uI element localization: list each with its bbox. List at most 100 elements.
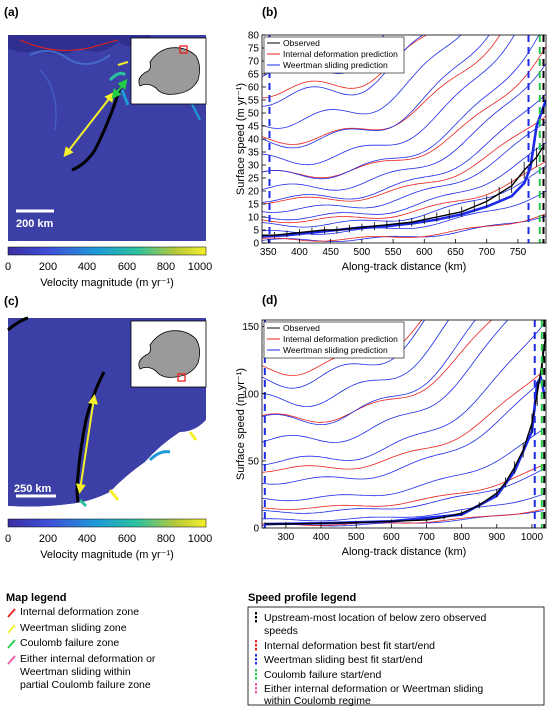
x-tick-label: 350: [260, 247, 277, 258]
colorbar-tick-a: 400: [78, 261, 96, 273]
weertman-zone-arrow-a: [63, 91, 115, 158]
profile-legend-item: Weertman sliding best fit start/end: [264, 654, 423, 666]
colorbar-tick-c: 0: [5, 533, 11, 545]
x-tick-label: 450: [322, 247, 339, 258]
plot-area-d: 300 400 500 600 700 800 900 1000 0 50 100 150 Along-…: [235, 319, 547, 558]
y-tick-label: 55: [248, 96, 260, 107]
weertman-prediction-line: [262, 215, 546, 243]
coulomb-zone-arrow-a: [111, 78, 128, 100]
weertman-prediction-line: [262, 35, 515, 166]
profile-legend-item: Coulomb failure start/end: [264, 669, 381, 681]
legend-entry: Observed: [283, 38, 320, 48]
x-tick-label: 750: [510, 247, 527, 258]
weertman-prediction-line: [262, 379, 544, 485]
colorbar-tick-c: 1000: [188, 533, 212, 545]
legend-entry: Weertman sliding prediction: [283, 60, 388, 70]
y-tick-label: 15: [248, 200, 260, 211]
x-tick-label: 500: [354, 247, 371, 258]
y-tick-label: 45: [248, 122, 260, 133]
y-axis-label: Surface speed (m yr⁻¹): [235, 368, 247, 480]
colorbar-tick-c: 400: [78, 533, 96, 545]
colorbar-tick-a: 0: [5, 261, 11, 273]
plot-clip-group: [262, 0, 546, 243]
scale-bar-label-a: 200 km: [16, 218, 54, 230]
inset-location-box-a: [179, 45, 188, 54]
weertman-prediction-line: [262, 323, 544, 466]
panel-d: (d) 300 400 500 600 700 800 900 1000 0 50 100 150 Al…: [235, 293, 547, 558]
flowline-c-upper: [7, 316, 29, 332]
map-legend-arrow-icon: [7, 624, 16, 634]
x-axis-label: Along-track distance (km): [342, 546, 467, 558]
map-legend-arrow-icon: [7, 608, 16, 618]
plot-clip-group: [262, 320, 546, 528]
x-tick-label: 700: [418, 532, 435, 543]
y-axis-label: Surface speed (m yr⁻¹): [235, 83, 247, 195]
internal-prediction-line: [262, 0, 546, 34]
internal-prediction-line: [262, 46, 546, 179]
weertman-prediction-line: [262, 493, 544, 522]
observed-line: [264, 333, 546, 525]
legend-box: [263, 321, 405, 359]
colorbar-label-c: Velocity magnitude (m yr⁻¹): [40, 549, 174, 561]
profile-legend-item: within Coulomb regime: [263, 695, 371, 707]
weertman-prediction-line: [262, 121, 546, 213]
map-legend-item: partial Coulomb failure zone: [20, 679, 151, 691]
y-tick-label: 75: [248, 44, 260, 55]
profile-legend-item: speeds: [264, 625, 298, 637]
panel-a: (a) 200 km 0 200 400 600 800 1000 Veloci…: [4, 5, 212, 289]
colorbar-tick-a: 800: [157, 261, 175, 273]
y-tick-label: 40: [248, 135, 260, 146]
weertman-prediction-line: [262, 63, 546, 191]
profile-legend-item: Either internal deformation or Weertman …: [264, 683, 483, 695]
profile-legend-item: Internal deformation best fit start/end: [264, 640, 435, 652]
profile-legend-item: Upstream-most location of below zero obs…: [264, 612, 487, 624]
x-tick-label: 600: [416, 247, 433, 258]
inset-location-box-c: [177, 373, 186, 382]
weertman-prediction-line: [262, 35, 540, 180]
colorbar-tick-a: 200: [39, 261, 57, 273]
weertman-prediction-line: [262, 428, 544, 502]
y-tick-label: 0: [253, 524, 259, 535]
x-tick-label: 900: [488, 532, 505, 543]
panel-label-b: (b): [262, 5, 277, 19]
x-tick-label: 800: [453, 532, 470, 543]
internal-prediction-line: [262, 115, 546, 205]
x-tick-label: 650: [447, 247, 464, 258]
weertman-prediction-line: [262, 35, 490, 149]
legend-entry: Observed: [283, 323, 320, 333]
weertman-prediction-line: [262, 35, 462, 129]
internal-prediction-line: [262, 35, 501, 145]
colorbar-tick-c: 600: [118, 533, 136, 545]
colorbar-tick-c: 200: [39, 533, 57, 545]
profile-legend-box: [247, 606, 545, 706]
weertman-best-fit-line: [264, 374, 546, 526]
map-legend-item: Coulomb failure zone: [20, 637, 119, 649]
y-tick-label: 10: [248, 213, 260, 224]
y-tick-label: 100: [242, 389, 259, 400]
y-tick-label: 25: [248, 174, 260, 185]
map-legend-item: Weertman sliding within: [20, 666, 131, 678]
x-tick-label: 400: [291, 247, 308, 258]
y-tick-label: 30: [248, 161, 260, 172]
map-legend-item: Internal deformation zone: [20, 606, 139, 618]
legend-box: [263, 36, 405, 74]
weertman-prediction-line: [262, 142, 546, 221]
y-tick-label: 50: [248, 109, 260, 120]
weertman-zone-arrow-c: [75, 394, 99, 494]
y-tick-label: 50: [248, 456, 260, 467]
colorbar-a: [7, 246, 207, 256]
colorbar-tick-a: 600: [118, 261, 136, 273]
y-tick-label: 35: [248, 148, 260, 159]
colorbar-c: [7, 518, 207, 528]
y-tick-label: 60: [248, 83, 260, 94]
colorbar-label-a: Velocity magnitude (m yr⁻¹): [40, 277, 174, 289]
colorbar-tick-c: 800: [157, 533, 175, 545]
colorbar-tick-a: 1000: [188, 261, 212, 273]
internal-prediction-line: [262, 213, 546, 242]
legend-entry: Weertman sliding prediction: [283, 345, 388, 355]
profile-legend-title: Speed profile legend: [248, 592, 356, 604]
internal-prediction-line: [262, 508, 544, 526]
